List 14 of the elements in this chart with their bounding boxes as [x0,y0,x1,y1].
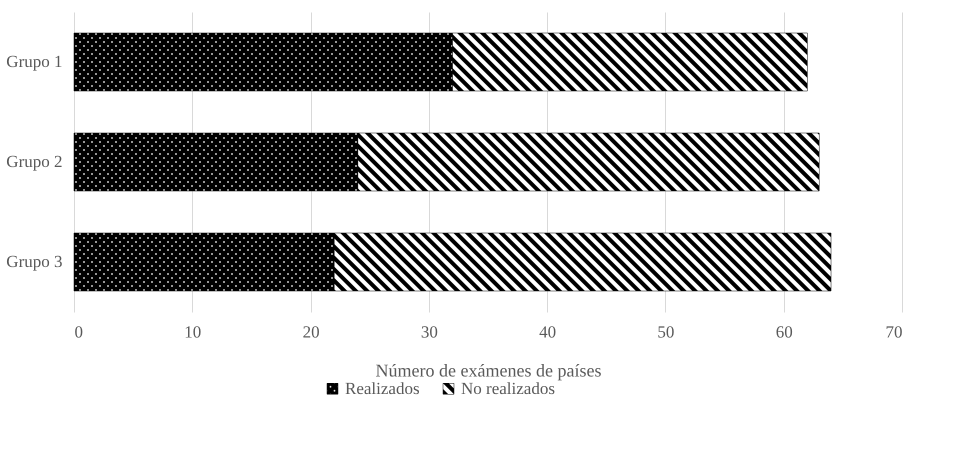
x-tick-label: 10 [184,322,202,342]
legend-label: No realizados [461,378,555,398]
x-tick-label: 50 [657,322,674,342]
y-tick-label: Grupo 2 [6,152,62,171]
legend-label: Realizados [345,378,420,398]
x-tick-label: 30 [420,322,438,342]
y-tick-label: Grupo 1 [6,52,62,71]
x-tick-label: 20 [302,322,320,342]
x-tick-label: 60 [776,322,793,342]
x-axis-title: Número de exámenes de países [376,360,602,380]
x-tick-label: 0 [74,322,83,342]
x-tick-label: 70 [886,322,902,342]
y-tick-label: Grupo 3 [6,252,62,271]
x-tick-label: 40 [539,322,556,342]
